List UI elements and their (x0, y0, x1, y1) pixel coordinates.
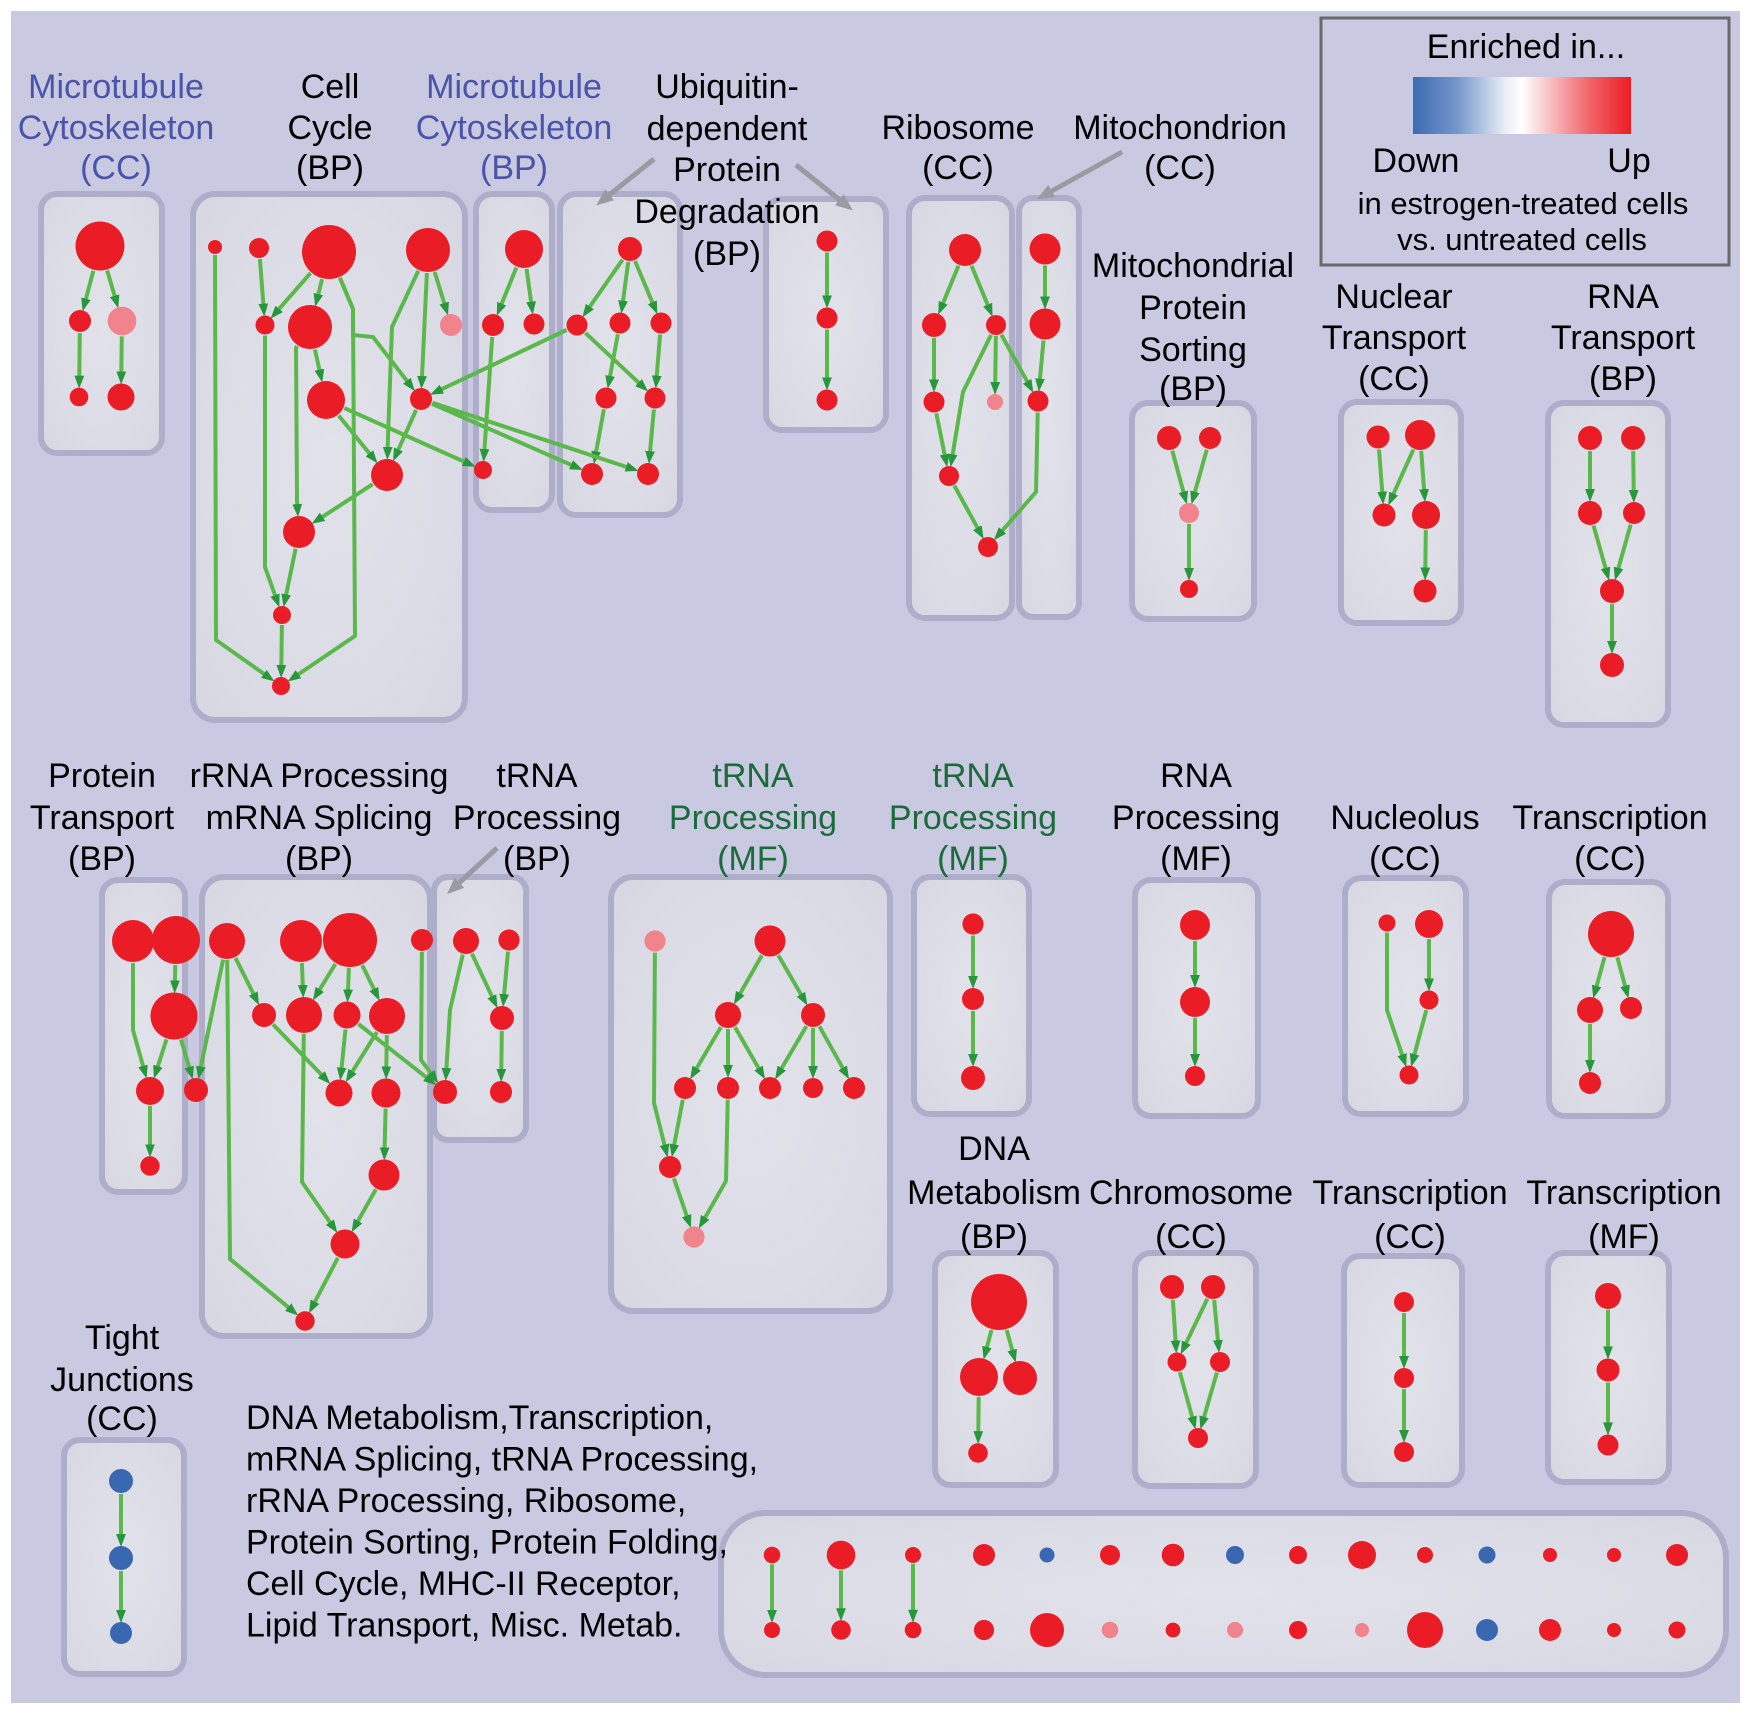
svg-text:Processing: Processing (1112, 799, 1280, 837)
svg-text:(MF): (MF) (717, 840, 789, 878)
svg-text:dependent: dependent (647, 110, 808, 148)
svg-text:Nuclear: Nuclear (1335, 278, 1452, 316)
svg-text:Processing: Processing (453, 799, 621, 837)
svg-text:Chromosome: Chromosome (1089, 1174, 1293, 1212)
svg-text:Cycle: Cycle (287, 109, 372, 147)
svg-text:Transport: Transport (30, 799, 175, 837)
svg-text:Degradation: Degradation (634, 193, 819, 231)
svg-text:mRNA Splicing: mRNA Splicing (206, 799, 433, 837)
svg-text:Microtubule: Microtubule (28, 68, 204, 106)
svg-text:Lipid Transport, Misc. Metab.: Lipid Transport, Misc. Metab. (246, 1607, 683, 1645)
svg-text:RNA: RNA (1587, 278, 1659, 316)
svg-text:(MF): (MF) (937, 840, 1009, 878)
svg-text:Mitochondrial: Mitochondrial (1092, 247, 1294, 285)
svg-text:(CC): (CC) (1374, 1218, 1446, 1256)
svg-text:in estrogen-treated cells: in estrogen-treated cells (1358, 186, 1689, 221)
svg-text:Transcription: Transcription (1512, 799, 1707, 837)
svg-text:DNA: DNA (958, 1130, 1030, 1168)
svg-text:Enriched in...: Enriched in... (1427, 28, 1625, 66)
svg-text:Protein: Protein (1139, 289, 1247, 327)
svg-text:(MF): (MF) (1588, 1218, 1660, 1256)
svg-text:(CC): (CC) (1144, 149, 1216, 187)
svg-text:(BP): (BP) (503, 840, 571, 878)
svg-text:(CC): (CC) (80, 149, 152, 187)
svg-text:(CC): (CC) (86, 1400, 158, 1438)
svg-text:Protein: Protein (673, 151, 781, 189)
svg-text:(BP): (BP) (1589, 360, 1657, 398)
svg-text:(BP): (BP) (296, 149, 364, 187)
svg-text:Up: Up (1607, 142, 1650, 180)
svg-text:Processing: Processing (889, 799, 1057, 837)
svg-text:(CC): (CC) (922, 149, 994, 187)
svg-text:(BP): (BP) (68, 840, 136, 878)
svg-text:Metabolism: Metabolism (907, 1174, 1081, 1212)
svg-text:Sorting: Sorting (1139, 331, 1247, 369)
svg-text:Junctions: Junctions (50, 1361, 194, 1399)
svg-text:(CC): (CC) (1574, 840, 1646, 878)
svg-text:rRNA Processing, Ribosome,: rRNA Processing, Ribosome, (246, 1482, 686, 1520)
svg-text:vs. untreated cells: vs. untreated cells (1397, 222, 1647, 257)
svg-text:Ubiquitin-: Ubiquitin- (655, 68, 799, 106)
svg-text:Nucleolus: Nucleolus (1330, 799, 1479, 837)
svg-text:Processing: Processing (669, 799, 837, 837)
svg-text:Microtubule: Microtubule (426, 68, 602, 106)
svg-text:Transcription: Transcription (1312, 1174, 1507, 1212)
svg-text:Protein Sorting, Protein Foldi: Protein Sorting, Protein Folding, (246, 1524, 728, 1562)
svg-text:(BP): (BP) (1159, 370, 1227, 408)
svg-text:tRNA: tRNA (712, 757, 794, 795)
svg-text:RNA: RNA (1160, 757, 1232, 795)
svg-text:(BP): (BP) (960, 1218, 1028, 1256)
svg-text:Cytoskeleton: Cytoskeleton (18, 109, 215, 147)
svg-text:(MF): (MF) (1160, 840, 1232, 878)
svg-text:Cell: Cell (301, 68, 360, 106)
svg-text:Transcription: Transcription (1526, 1174, 1721, 1212)
svg-text:(BP): (BP) (693, 235, 761, 273)
svg-text:Mitochondrion: Mitochondrion (1073, 109, 1287, 147)
svg-text:Cytoskeleton: Cytoskeleton (416, 109, 613, 147)
svg-text:Ribosome: Ribosome (881, 109, 1034, 147)
svg-text:Transport: Transport (1322, 319, 1467, 357)
svg-text:Down: Down (1373, 142, 1460, 180)
svg-text:(BP): (BP) (285, 840, 353, 878)
svg-text:mRNA Splicing, tRNA Processing: mRNA Splicing, tRNA Processing, (246, 1441, 758, 1479)
svg-text:Cell Cycle, MHC-II Receptor,: Cell Cycle, MHC-II Receptor, (246, 1565, 681, 1603)
svg-text:(CC): (CC) (1358, 360, 1430, 398)
svg-text:Tight: Tight (85, 1319, 160, 1357)
svg-text:rRNA Processing: rRNA Processing (190, 757, 449, 795)
svg-text:Transport: Transport (1551, 319, 1696, 357)
svg-text:(CC): (CC) (1155, 1218, 1227, 1256)
svg-text:DNA Metabolism,Transcription,: DNA Metabolism,Transcription, (246, 1399, 713, 1437)
svg-text:Protein: Protein (48, 757, 156, 795)
svg-text:tRNA: tRNA (496, 757, 578, 795)
svg-text:(BP): (BP) (480, 149, 548, 187)
svg-text:tRNA: tRNA (932, 757, 1014, 795)
svg-text:(CC): (CC) (1369, 840, 1441, 878)
